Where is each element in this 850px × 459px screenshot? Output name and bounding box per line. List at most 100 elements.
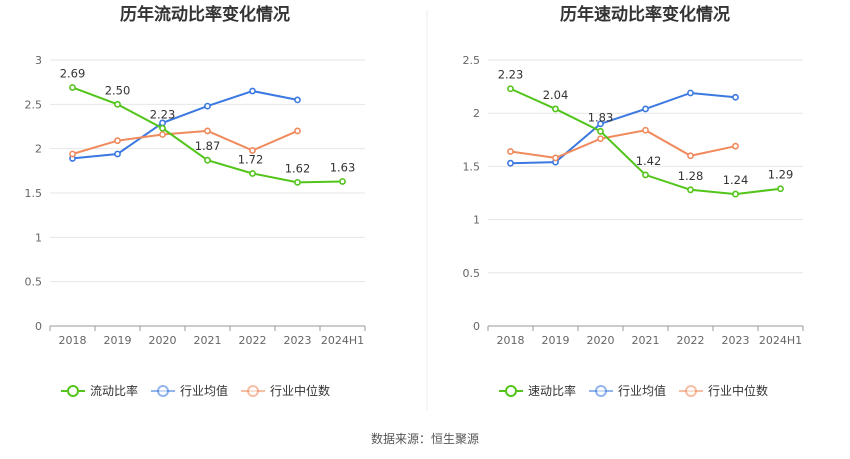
x-tick-label: 2024H1 — [321, 334, 364, 347]
data-point[interactable] — [114, 150, 121, 158]
x-tick-label: 2019 — [104, 334, 132, 347]
data-label: 1.28 — [678, 169, 704, 183]
series-line — [510, 91, 736, 165]
data-point[interactable] — [339, 178, 346, 185]
data-point[interactable] — [69, 84, 76, 91]
data-point[interactable] — [732, 142, 739, 150]
data-point[interactable] — [642, 105, 649, 113]
data-point[interactable] — [159, 124, 166, 132]
data-point[interactable] — [642, 171, 649, 179]
series-line — [72, 90, 298, 160]
data-point[interactable] — [204, 127, 211, 135]
x-tick-label: 2021 — [632, 334, 660, 347]
data-point[interactable] — [69, 150, 76, 158]
legend-item[interactable]: 行业均值 — [151, 383, 228, 398]
data-point[interactable] — [597, 120, 604, 128]
data-point[interactable] — [294, 127, 301, 135]
y-tick-label: 0 — [473, 320, 480, 333]
legend-label: 流动比率 — [90, 383, 138, 398]
x-tick-label: 2018 — [497, 334, 525, 347]
data-point[interactable] — [204, 156, 211, 164]
legend-circle-icon — [247, 385, 259, 397]
legend-circle-icon — [685, 385, 697, 397]
data-point[interactable] — [114, 137, 121, 145]
data-label: 1.62 — [285, 161, 311, 175]
data-label: 1.42 — [636, 154, 662, 168]
data-point[interactable] — [294, 96, 301, 104]
y-tick-label: 2 — [473, 107, 480, 120]
data-label: 2.23 — [150, 107, 176, 121]
data-point[interactable] — [732, 93, 739, 101]
y-tick-label: 2.5 — [463, 54, 481, 67]
series-line — [72, 129, 298, 155]
legend-item[interactable]: 行业中位数 — [241, 383, 330, 398]
data-point[interactable] — [642, 126, 649, 134]
legend-label: 行业均值 — [618, 383, 666, 398]
y-tick-label: 1 — [35, 231, 42, 244]
x-tick-label: 2023 — [284, 334, 312, 347]
data-label: 1.87 — [195, 139, 221, 153]
data-point[interactable] — [597, 135, 604, 143]
legend-circle-icon — [67, 385, 79, 397]
data-point[interactable] — [507, 85, 514, 93]
y-tick-label: 3 — [35, 54, 42, 67]
x-tick-label: 2019 — [542, 334, 570, 347]
data-point[interactable] — [507, 148, 514, 155]
legend-label: 行业均值 — [180, 383, 228, 398]
data-point[interactable] — [507, 159, 514, 167]
data-point[interactable] — [777, 185, 784, 193]
y-tick-label: 2 — [35, 143, 42, 156]
quick-ratio-chart: 历年速动比率变化情况 0 0.5 1 1.5 2 2.5 2018 2019 2020 2021 20… — [463, 4, 804, 398]
data-point[interactable] — [249, 170, 256, 177]
x-tick-label: 2022 — [239, 334, 267, 347]
x-tick-label: 2020 — [587, 334, 615, 347]
data-label: 2.50 — [105, 83, 131, 97]
y-tick-label: 1.5 — [25, 187, 43, 200]
data-point[interactable] — [204, 102, 211, 110]
data-source-note: 数据来源：恒生聚源 — [371, 431, 479, 446]
data-point[interactable] — [159, 131, 166, 138]
data-point[interactable] — [732, 190, 739, 198]
data-point[interactable] — [687, 186, 694, 194]
y-tick-label: 1.5 — [463, 160, 481, 173]
data-label: 1.63 — [330, 160, 356, 174]
data-label: 1.83 — [588, 110, 614, 124]
data-label: 1.72 — [238, 152, 264, 166]
x-tick-label: 2021 — [194, 334, 222, 347]
y-tick-label: 1 — [473, 214, 480, 227]
y-tick-label: 0.5 — [463, 267, 481, 280]
data-point[interactable] — [249, 87, 256, 95]
legend-item[interactable]: 行业均值 — [589, 383, 666, 398]
data-point[interactable] — [294, 178, 301, 186]
data-point[interactable] — [114, 100, 121, 108]
data-label: 2.04 — [543, 88, 569, 102]
data-point[interactable] — [249, 147, 256, 154]
legend-item[interactable]: 行业中位数 — [679, 383, 768, 398]
legend-label: 速动比率 — [528, 383, 576, 398]
data-point[interactable] — [687, 89, 694, 97]
x-tick-label: 2023 — [722, 334, 750, 347]
legend-item[interactable]: 速动比率 — [499, 383, 576, 398]
y-tick-label: 2.5 — [25, 98, 43, 111]
legend-item[interactable]: 流动比率 — [61, 383, 138, 398]
legend-circle-icon — [505, 385, 517, 397]
data-point[interactable] — [687, 152, 694, 160]
data-label: 1.29 — [768, 168, 794, 182]
data-point[interactable] — [552, 154, 559, 162]
data-point[interactable] — [597, 127, 604, 135]
current-ratio-chart: 历年流动比率变化情况 0 0.5 1 1.5 2 2.5 3 2018 2019 2020 2021 2… — [25, 4, 366, 398]
x-tick-label: 2020 — [149, 334, 177, 347]
y-tick-label: 0.5 — [25, 276, 43, 289]
x-tick-label: 2022 — [677, 334, 705, 347]
legend-circle-icon — [595, 385, 607, 397]
chart-title: 历年速动比率变化情况 — [560, 4, 730, 25]
legend-circle-icon — [157, 385, 169, 397]
chart-title: 历年流动比率变化情况 — [120, 4, 290, 25]
data-point[interactable] — [552, 105, 559, 113]
legend-label: 行业中位数 — [708, 383, 768, 398]
data-label: 2.69 — [60, 66, 86, 80]
legend-label: 行业中位数 — [270, 383, 330, 398]
x-tick-label: 2024H1 — [759, 334, 802, 347]
y-tick-label: 0 — [35, 320, 42, 333]
